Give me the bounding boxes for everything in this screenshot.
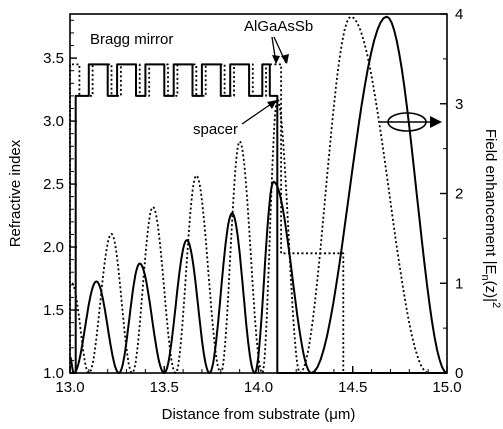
y-tick-label: 2.5 xyxy=(43,176,64,193)
y-axis-title: Refractive index xyxy=(7,139,24,247)
y2-axis-title-sup: 2 xyxy=(490,302,502,308)
y-axis-left: 1.0 1.5 2.0 2.5 3.0 3.5 xyxy=(43,19,77,382)
y2-tick-label: 4 xyxy=(455,6,463,23)
y-tick-label: 3.0 xyxy=(43,113,64,130)
y-tick-label: 1.0 xyxy=(43,365,64,382)
axis-indicator-arrowhead xyxy=(430,116,442,128)
y2-axis-title-sub: n xyxy=(479,275,491,281)
y-tick-label: 2.0 xyxy=(43,239,64,256)
y2-tick-label: 0 xyxy=(455,365,463,382)
index-profile-dotted xyxy=(69,63,447,374)
annotation-arrows xyxy=(241,36,442,132)
y2-axis-title: Field enhancement |En(z)|2 xyxy=(479,129,502,308)
x-tick-label: 13.0 xyxy=(55,379,84,396)
y-tick-label: 3.5 xyxy=(43,50,64,67)
field-curve-solid xyxy=(69,15,448,374)
x-tick-label: 14.5 xyxy=(338,379,367,396)
x-tick-label: 14.0 xyxy=(244,379,273,396)
y2-axis-title-main: Field enhancement |E xyxy=(482,129,499,275)
y2-tick-label: 1 xyxy=(455,275,463,292)
x-axis-title: Distance from substrate (μm) xyxy=(162,406,356,423)
annotation-bragg-mirror: Bragg mirror xyxy=(90,31,173,48)
y-tick-label: 1.5 xyxy=(43,302,64,319)
field-curve-dotted xyxy=(71,15,429,374)
y-axis-right: 0 1 2 3 4 xyxy=(440,6,463,382)
arrowhead-algaassb-2 xyxy=(281,54,289,64)
arrowhead-spacer xyxy=(267,100,277,109)
y2-tick-label: 2 xyxy=(455,186,463,203)
annotation-spacer: spacer xyxy=(193,121,238,138)
arrow-spacer xyxy=(241,101,275,125)
x-tick-label: 13.5 xyxy=(150,379,179,396)
y2-axis-title-arg: (z)| xyxy=(482,281,499,302)
plot-frame xyxy=(69,13,448,374)
annotation-algaassb: AlGaAsSb xyxy=(244,18,313,35)
y2-tick-label: 3 xyxy=(455,96,463,113)
plot-area xyxy=(69,15,448,374)
x-axis: 13.0 13.5 14.0 14.5 15.0 xyxy=(55,366,462,396)
arrowhead-algaassb-1 xyxy=(272,55,280,64)
x-tick-label: 15.0 xyxy=(432,379,461,396)
index-profile-solid xyxy=(70,63,447,374)
